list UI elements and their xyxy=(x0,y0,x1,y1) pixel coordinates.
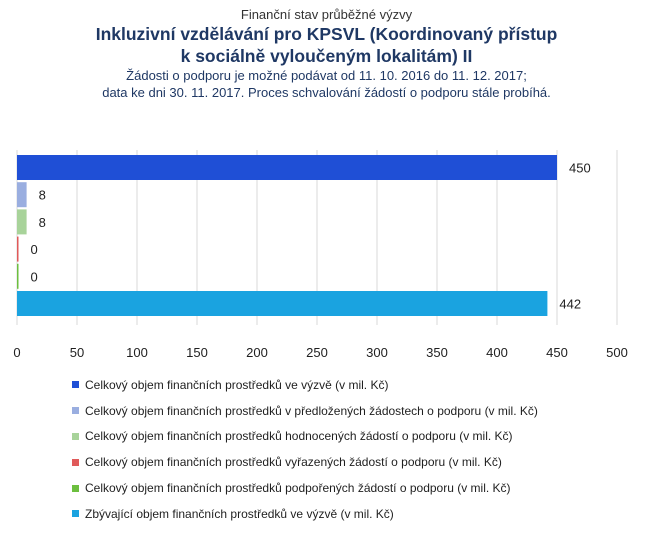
chart-subtitle-line1: Žádosti o podporu je možné podávat od 11… xyxy=(126,68,527,83)
legend-item: Celkový objem finančních prostředků vyřa… xyxy=(72,449,642,475)
legend-swatch xyxy=(72,407,79,415)
x-tick-label: 150 xyxy=(186,345,208,360)
chart-legend: Celkový objem finančních prostředků ve v… xyxy=(72,372,642,527)
chart-subtitle-line2: data ke dni 30. 11. 2017. Proces schvalo… xyxy=(102,85,551,100)
chart-title-line1: Inkluzivní vzdělávání pro KPSVL (Koordin… xyxy=(95,24,558,44)
legend-item: Zbývající objem finančních prostředků ve… xyxy=(72,501,642,527)
bar-5 xyxy=(17,263,19,289)
x-tick-label: 100 xyxy=(126,345,148,360)
legend-swatch xyxy=(72,484,79,492)
legend-swatch xyxy=(72,381,79,389)
chart-title-line2: k sociálně vyloučeným lokalitám) II xyxy=(180,46,473,66)
legend-swatch xyxy=(72,458,79,466)
x-tick-label: 50 xyxy=(70,345,84,360)
x-tick-label: 450 xyxy=(546,345,568,360)
legend-label: Celkový objem finančních prostředků hodn… xyxy=(85,429,513,444)
data-label: 8 xyxy=(39,215,46,230)
bar-1 xyxy=(17,155,557,180)
chart-header: Finanční stav průběžné výzvy Inkluzivní … xyxy=(0,6,653,101)
data-label: 0 xyxy=(31,242,38,257)
bar-4 xyxy=(17,236,19,262)
legend-label: Celkový objem finančních prostředků vyřa… xyxy=(85,455,502,470)
x-tick-label: 200 xyxy=(246,345,268,360)
bar-3 xyxy=(17,209,27,235)
legend-swatch xyxy=(72,432,79,440)
data-label: 0 xyxy=(31,269,38,284)
bar-6 xyxy=(17,291,548,316)
legend-item: Celkový objem finančních prostředků v př… xyxy=(72,398,642,424)
legend-label: Celkový objem finančních prostředků ve v… xyxy=(85,377,389,392)
legend-item: Celkový objem finančních prostředků podp… xyxy=(72,475,642,501)
legend-label: Zbývající objem finančních prostředků ve… xyxy=(85,506,394,521)
data-label: 8 xyxy=(39,188,46,203)
chart-supertitle: Finanční stav průběžné výzvy xyxy=(240,7,413,22)
legend-label: Celkový objem finančních prostředků podp… xyxy=(85,481,511,496)
x-tick-label: 250 xyxy=(306,345,328,360)
legend-swatch xyxy=(72,510,79,518)
data-label: 442 xyxy=(559,297,581,312)
legend-item: Celkový objem finančních prostředků hodn… xyxy=(72,424,642,450)
x-tick-label: 300 xyxy=(366,345,388,360)
legend-item: Celkový objem finančních prostředků ve v… xyxy=(72,372,642,398)
x-tick-label: 350 xyxy=(426,345,448,360)
bars xyxy=(17,155,557,316)
x-axis-ticks: 0 50 100 150 200 250 300 350 400 450 500 xyxy=(13,345,627,360)
x-tick-label: 500 xyxy=(606,345,628,360)
x-tick-label: 400 xyxy=(486,345,508,360)
x-tick-label: 0 xyxy=(13,345,20,360)
legend-label: Celkový objem finančních prostředků v př… xyxy=(85,403,538,418)
data-label: 450 xyxy=(569,161,591,176)
bar-2 xyxy=(17,182,27,208)
